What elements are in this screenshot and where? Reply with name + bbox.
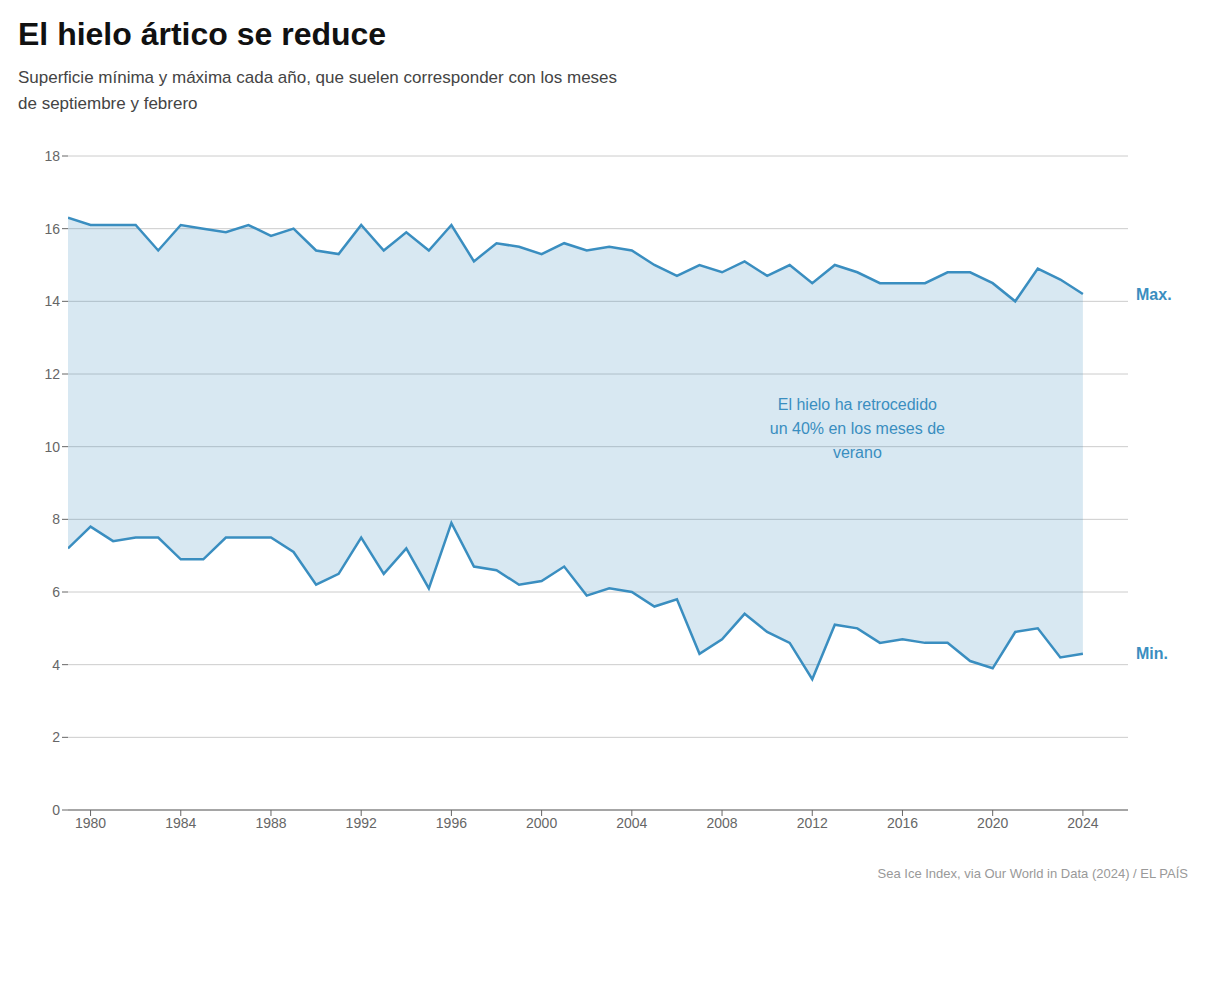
svg-text:2012: 2012 [797, 815, 828, 831]
svg-text:1988: 1988 [255, 815, 286, 831]
svg-text:Min.: Min. [1136, 645, 1168, 662]
svg-text:6: 6 [52, 584, 60, 600]
svg-text:0: 0 [52, 802, 60, 818]
svg-text:2004: 2004 [616, 815, 647, 831]
svg-text:El hielo ha retrocedidoun 40%: El hielo ha retrocedidoun 40% en los mes… [770, 396, 945, 461]
svg-text:1984: 1984 [165, 815, 196, 831]
svg-text:16: 16 [44, 221, 60, 237]
svg-text:2016: 2016 [887, 815, 918, 831]
svg-text:4: 4 [52, 657, 60, 673]
svg-text:14: 14 [44, 293, 60, 309]
svg-text:2024: 2024 [1067, 815, 1098, 831]
svg-text:2008: 2008 [706, 815, 737, 831]
svg-text:1980: 1980 [75, 815, 106, 831]
html-text:Sea Ice Index, via Our World i: Sea Ice Index, via Our World in Data (20… [877, 866, 1188, 881]
svg-text:Max.: Max. [1136, 286, 1172, 303]
svg-text:8: 8 [52, 511, 60, 527]
svg-text:18: 18 [44, 148, 60, 164]
svg-text:1996: 1996 [436, 815, 467, 831]
html-text:Superficie mínima y máxima cad: Superficie mínima y máxima cada año, que… [18, 68, 618, 113]
svg-text:12: 12 [44, 366, 60, 382]
svg-text:2000: 2000 [526, 815, 557, 831]
svg-text:2: 2 [52, 729, 60, 745]
svg-text:2020: 2020 [977, 815, 1008, 831]
svg-text:1992: 1992 [346, 815, 377, 831]
svg-text:10: 10 [44, 439, 60, 455]
html-text:El hielo ártico se reduce: El hielo ártico se reduce [18, 16, 387, 52]
